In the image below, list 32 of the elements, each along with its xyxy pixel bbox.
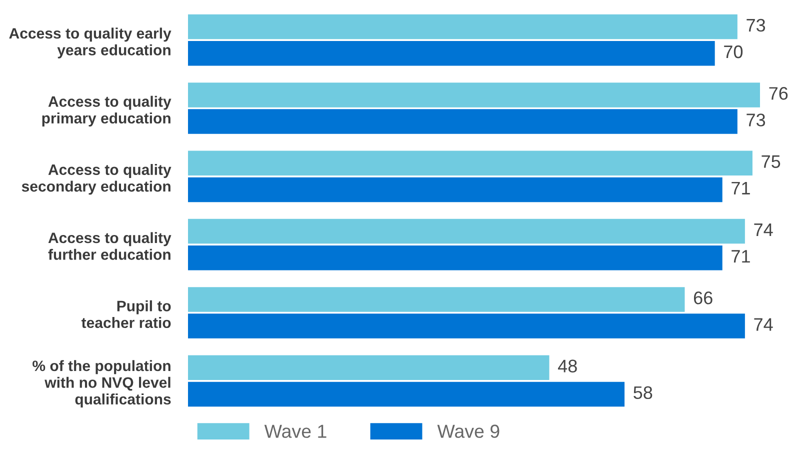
- data-label: 73: [746, 18, 766, 32]
- bar: [188, 82, 760, 108]
- data-label: 76: [769, 87, 788, 100]
- data-label: 58: [634, 386, 652, 400]
- bar: [188, 246, 722, 270]
- data-label: 74: [754, 318, 773, 331]
- bar: [188, 314, 745, 338]
- y-tick-label: Access to quality secondary education: [22, 164, 172, 195]
- bar: [188, 177, 722, 202]
- data-label: 48: [558, 360, 577, 372]
- data-label: 75: [762, 155, 780, 168]
- y-tick-label: Pupil to teacher ratio: [81, 300, 171, 328]
- legend-label: Wave 9: [437, 424, 500, 438]
- bar: [188, 218, 745, 244]
- data-label: 71: [732, 250, 750, 263]
- data-label: 74: [754, 224, 773, 236]
- y-tick-label: Access to quality primary education: [42, 96, 172, 127]
- data-label: 66: [694, 292, 712, 304]
- legend-label: Wave 1: [264, 424, 326, 438]
- y-tick-label: % of the population with no NVQ level qualifications: [32, 360, 171, 408]
- bar: [188, 287, 685, 312]
- bar: [188, 355, 550, 380]
- y-tick-label: Access to quality further education: [48, 232, 172, 260]
- y-tick-label: Access to quality early years education: [9, 28, 172, 58]
- data-label: 71: [732, 182, 750, 194]
- data-label: 73: [746, 114, 766, 126]
- bar: [188, 14, 738, 40]
- bar: [188, 41, 715, 66]
- data-label: 70: [724, 45, 743, 58]
- bar: [188, 382, 625, 407]
- bar: [188, 150, 752, 176]
- bar: [188, 109, 738, 134]
